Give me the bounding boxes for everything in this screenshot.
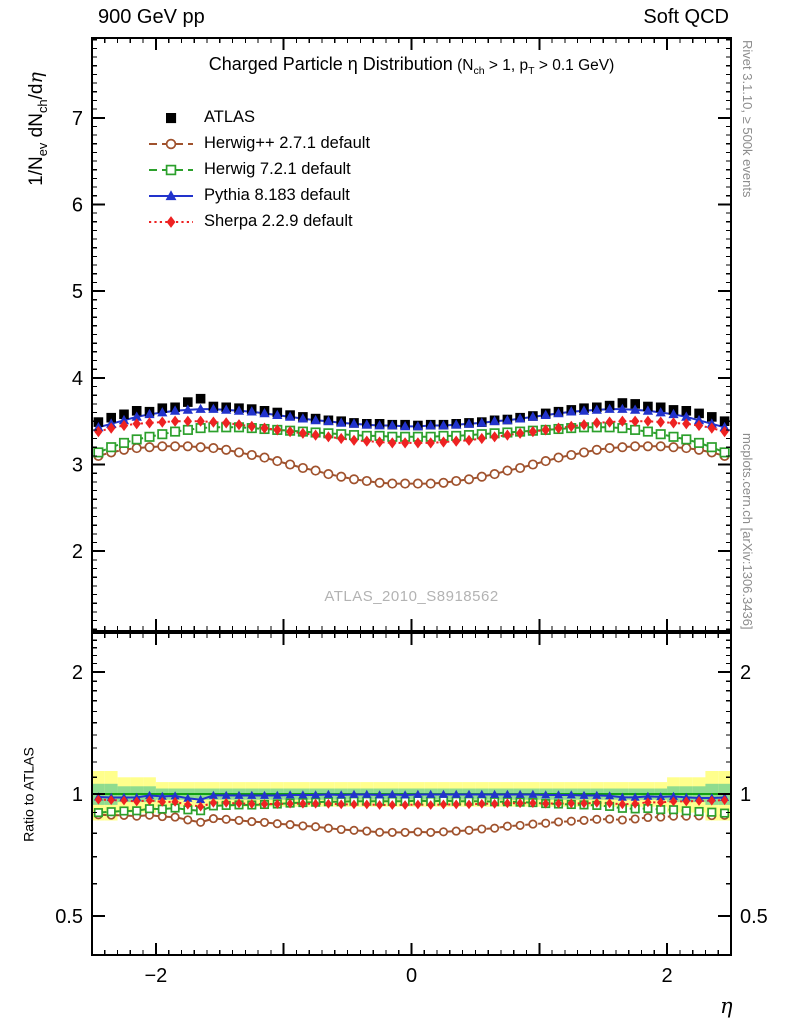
title-segment: > 0.1 GeV) (534, 57, 615, 74)
legend-label: ATLAS (204, 108, 256, 126)
main-y-axis-title: 1/Nev dNch/dη (25, 17, 51, 241)
atlas-marker-icon (166, 112, 177, 123)
process-group-label: Soft QCD (643, 6, 729, 28)
plot-title: Charged Particle η Distribution (Nch > 1… (92, 54, 731, 77)
title-segment: > 1, p (484, 57, 529, 74)
mcplots-attribution-note: mcplots.cern.ch [arXiv:1306.3436] (740, 433, 755, 630)
legend-item-herwig7: Herwig 7.2.1 default (148, 160, 370, 179)
legend-label: Herwig++ 2.7.1 default (204, 134, 371, 152)
pythia-marker-icon (149, 189, 193, 200)
svg-text:0: 0 (406, 965, 417, 987)
svg-text:2: 2 (72, 541, 83, 563)
sherpa-marker-icon (149, 215, 193, 228)
svg-text:0.5: 0.5 (740, 906, 768, 928)
legend-item-pythia: Pythia 8.183 default (148, 186, 370, 205)
legend-label: Pythia 8.183 default (204, 186, 350, 204)
legend-item-atlas: ATLAS (148, 108, 370, 127)
svg-text:1: 1 (72, 784, 83, 806)
svg-text:5: 5 (72, 281, 83, 303)
svg-text:−2: −2 (144, 965, 167, 987)
analysis-id-watermark: ATLAS_2010_S8918562 (324, 588, 499, 605)
title-subscript: ch (473, 65, 485, 78)
legend-item-sherpa: Sherpa 2.2.9 default (148, 212, 370, 231)
ratio-series (93, 789, 730, 837)
axes: 2 3 4 5 6 7 2 2 1 1 0.5 0.5 −2 0 2 (55, 37, 768, 987)
legend-label: Herwig 7.2.1 default (204, 160, 351, 178)
svg-text:0.5: 0.5 (55, 906, 83, 928)
svg-text:6: 6 (72, 195, 83, 217)
title-segment: (N (457, 57, 474, 74)
legend-item-herwigpp: Herwig++ 2.7.1 default (148, 134, 370, 153)
herwigpp-marker-icon (149, 138, 193, 149)
ylabel-subscript: ev (34, 142, 50, 157)
svg-text:2: 2 (72, 662, 83, 684)
svg-text:1: 1 (740, 784, 751, 806)
ylabel-segment: dN (26, 113, 47, 143)
svg-text:2: 2 (662, 965, 673, 987)
rivet-version-note: Rivet 3.1.10, ≥ 500k events (740, 40, 755, 198)
svg-text:7: 7 (72, 108, 83, 130)
x-axis-title: η (720, 994, 733, 1018)
beam-energy-label: 900 GeV pp (98, 6, 205, 28)
ylabel-eta-symbol: η (25, 72, 47, 84)
main-series (93, 393, 730, 489)
plot-title-main: Charged Particle η Distribution (208, 54, 453, 74)
ratio-y-axis-title: Ratio to ATLAS (20, 747, 37, 842)
svg-text:3: 3 (72, 455, 83, 477)
plot-title-cuts: (Nch > 1, pT > 0.1 GeV) (453, 57, 615, 78)
svg-text:2: 2 (740, 662, 751, 684)
svg-text:4: 4 (72, 368, 83, 390)
title-subscript: T (528, 65, 535, 78)
legend-label: Sherpa 2.2.9 default (204, 212, 353, 230)
ylabel-segment: 1/N (26, 156, 47, 186)
ylabel-segment: /d (26, 83, 47, 100)
herwig7-marker-icon (149, 164, 193, 175)
legend: ATLAS Herwig++ 2.7.1 default Herwig 7.2.… (148, 108, 370, 231)
ylabel-subscript: ch (34, 99, 50, 114)
